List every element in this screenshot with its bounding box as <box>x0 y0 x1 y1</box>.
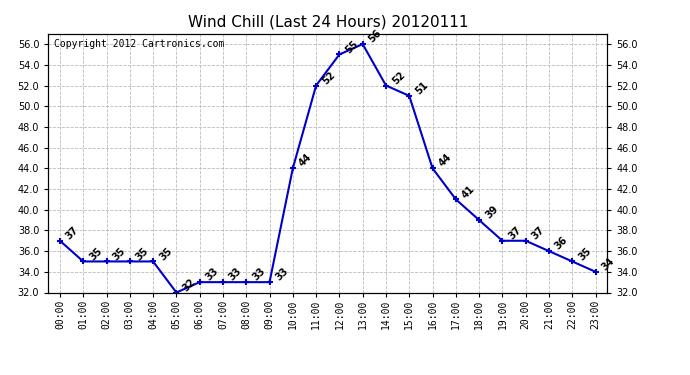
Text: 52: 52 <box>320 69 337 86</box>
Text: 41: 41 <box>460 183 477 200</box>
Text: 52: 52 <box>390 69 406 86</box>
Text: 35: 35 <box>134 246 150 262</box>
Text: 35: 35 <box>157 246 174 262</box>
Text: 33: 33 <box>250 266 267 283</box>
Text: 34: 34 <box>600 256 616 272</box>
Text: 56: 56 <box>367 28 384 45</box>
Text: 35: 35 <box>110 246 127 262</box>
Text: 51: 51 <box>413 80 430 96</box>
Text: 55: 55 <box>344 39 360 55</box>
Text: 33: 33 <box>204 266 220 283</box>
Text: 44: 44 <box>437 152 453 169</box>
Text: 39: 39 <box>483 204 500 220</box>
Text: 35: 35 <box>576 246 593 262</box>
Text: 32: 32 <box>181 276 197 293</box>
Text: 37: 37 <box>64 225 81 242</box>
Text: 35: 35 <box>88 246 104 262</box>
Text: 36: 36 <box>553 235 570 252</box>
Text: Copyright 2012 Cartronics.com: Copyright 2012 Cartronics.com <box>54 39 224 49</box>
Text: 44: 44 <box>297 152 313 169</box>
Text: 37: 37 <box>506 225 523 242</box>
Title: Wind Chill (Last 24 Hours) 20120111: Wind Chill (Last 24 Hours) 20120111 <box>188 15 468 30</box>
Text: 33: 33 <box>274 266 290 283</box>
Text: 33: 33 <box>227 266 244 283</box>
Text: 37: 37 <box>530 225 546 242</box>
